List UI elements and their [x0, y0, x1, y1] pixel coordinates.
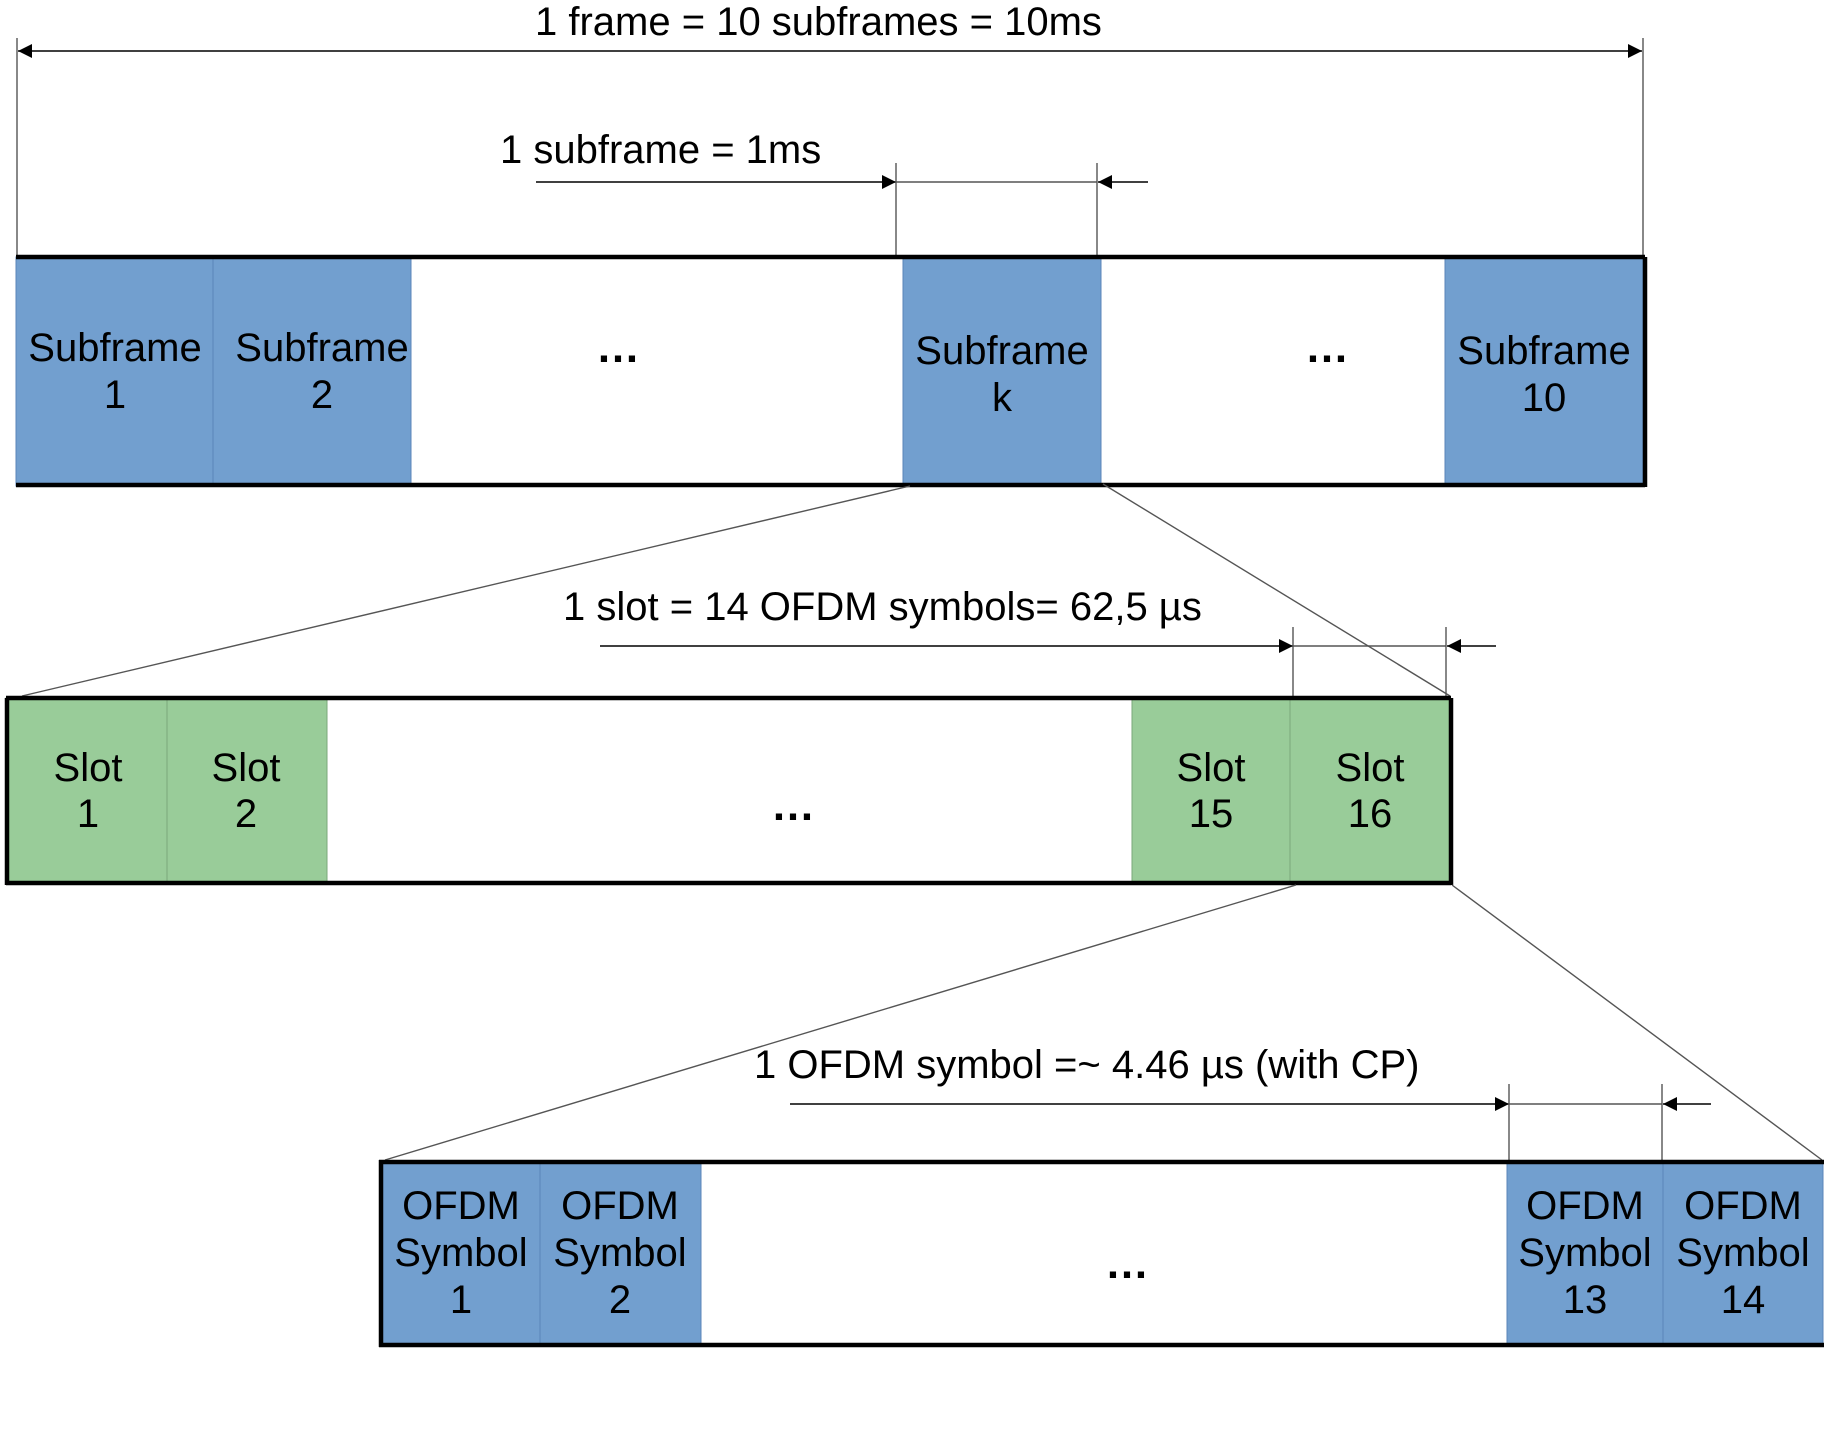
symbol-1-cell — [380, 1161, 541, 1346]
symbol-14-label-line3: 14 — [1721, 1278, 1766, 1322]
subframe-10-label-line2: 10 — [1522, 376, 1567, 420]
slot-2-label-line2: 2 — [235, 792, 257, 836]
symbol-1-label-line1: OFDM — [402, 1184, 520, 1228]
symbol-13-label-line1: OFDM — [1526, 1184, 1644, 1228]
symbol-2-label-line2: Symbol — [553, 1231, 686, 1275]
subframe-1-cell — [15, 256, 214, 487]
slot-15-cell — [1131, 697, 1291, 884]
frame-row: Subframe 1 Subframe 2 Subframe k Subfram… — [15, 254, 1648, 488]
subframe-2-label-line1: Subframe — [235, 326, 408, 370]
symbol-14-cell — [1662, 1161, 1824, 1346]
symbol-1-label-line3: 1 — [450, 1278, 472, 1322]
subframe-k-cell — [902, 256, 1102, 487]
symbol-dimension: 1 OFDM symbol =~ 4.46 µs (with CP) — [754, 1043, 1711, 1162]
symbol-row: OFDM Symbol 1 OFDM Symbol 2 OFDM Symbol … — [378, 1159, 1824, 1348]
symbol-2-label-line3: 2 — [609, 1278, 631, 1322]
symbol-13-label-line3: 13 — [1563, 1278, 1608, 1322]
zoom-line-slot-right — [1451, 884, 1823, 1161]
symbol-dimension-label: 1 OFDM symbol =~ 4.46 µs (with CP) — [754, 1043, 1419, 1087]
symbol-13-cell — [1506, 1161, 1664, 1346]
symbol-14-label-line1: OFDM — [1684, 1184, 1802, 1228]
subframe-2-label-line2: 2 — [311, 373, 333, 417]
symbol-13-label-line2: Symbol — [1518, 1231, 1651, 1275]
frame-ellipsis-1: … — [596, 323, 640, 372]
slot-1-label-line2: 1 — [77, 792, 99, 836]
frame-dimension: 1 frame = 10 subframes = 10ms — [16, 0, 1644, 257]
slot-16-label-line1: Slot — [1336, 746, 1405, 790]
subframe-k-label-line2: k — [992, 376, 1013, 420]
zoom-line-slot-left — [384, 884, 1297, 1161]
frame-dimension-label: 1 frame = 10 subframes = 10ms — [535, 0, 1102, 44]
subframe-1-label-line1: Subframe — [28, 326, 201, 370]
symbol-ellipsis: … — [1105, 1239, 1149, 1288]
symbol-2-label-line1: OFDM — [561, 1184, 679, 1228]
slot-2-label-line1: Slot — [212, 746, 281, 790]
slot-16-label-line2: 16 — [1348, 792, 1393, 836]
frame-label-bg — [528, 8, 1148, 44]
slot-row: Slot 1 Slot 2 Slot 15 Slot 16 … — [4, 695, 1454, 886]
zoom-line-subframe-right — [1102, 483, 1451, 697]
subframe-1-label-line2: 1 — [104, 373, 126, 417]
subframe-10-cell — [1444, 256, 1644, 487]
subframe-2-cell — [212, 256, 412, 487]
subframe-k-label-line1: Subframe — [915, 329, 1088, 373]
slot-1-label-line1: Slot — [54, 746, 123, 790]
slot-16-cell — [1289, 697, 1451, 884]
symbol-14-label-line2: Symbol — [1676, 1231, 1809, 1275]
slot-2-cell — [166, 697, 328, 884]
frame-ellipsis-2: … — [1305, 323, 1349, 372]
slot-ellipsis: … — [771, 781, 815, 830]
slot-15-label-line1: Slot — [1177, 746, 1246, 790]
zoom-line-subframe-left — [21, 485, 911, 697]
slot-1-cell — [5, 697, 168, 884]
symbol-1-label-line2: Symbol — [394, 1231, 527, 1275]
slot-dimension: 1 slot = 14 OFDM symbols= 62,5 µs — [563, 585, 1496, 698]
slot-15-label-line2: 15 — [1189, 792, 1234, 836]
subframe-dimension: 1 subframe = 1ms — [500, 128, 1148, 257]
subframe-dimension-label: 1 subframe = 1ms — [500, 128, 821, 172]
subframe-10-label-line1: Subframe — [1457, 329, 1630, 373]
slot-dimension-label: 1 slot = 14 OFDM symbols= 62,5 µs — [563, 585, 1202, 629]
